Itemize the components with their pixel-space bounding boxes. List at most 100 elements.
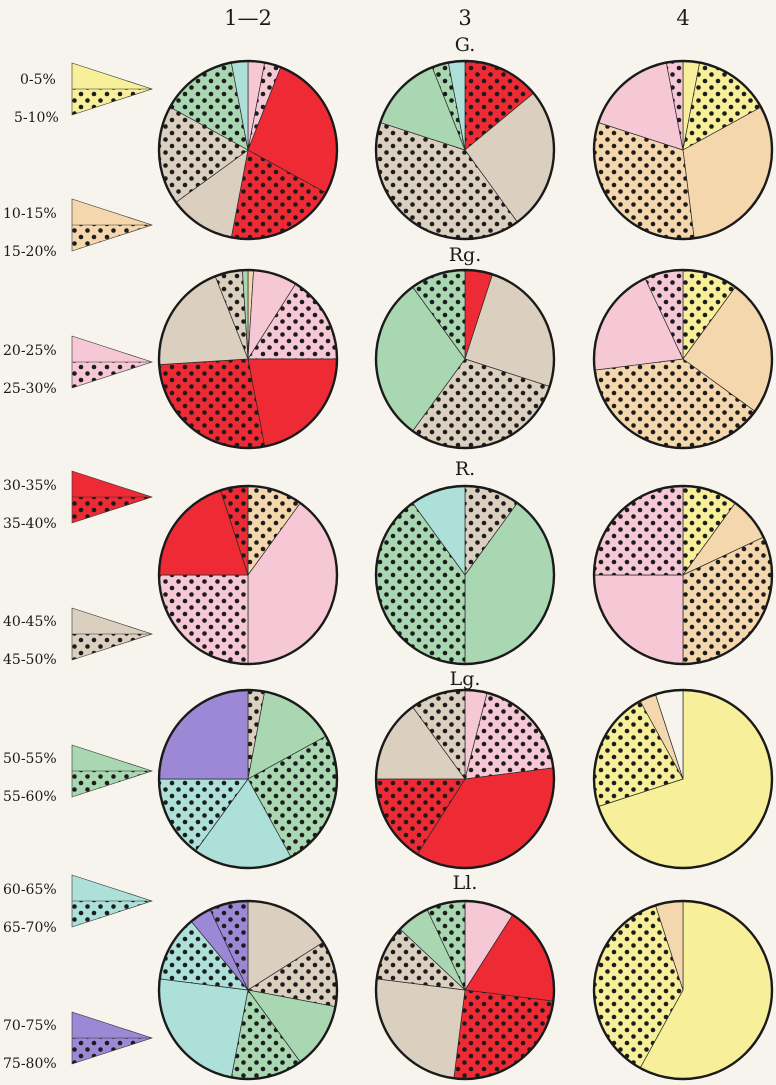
legend-label: 5-10% (14, 110, 59, 126)
pie-slice-dots (248, 62, 281, 150)
legend-label: 25-30% (3, 381, 57, 397)
pie-rim (592, 688, 774, 870)
legend-label: 15-20% (3, 244, 57, 260)
pie-ll-4 (592, 899, 774, 1081)
legend-label: 50-55% (3, 751, 57, 767)
pie-slice (158, 689, 249, 780)
pie-rim (157, 484, 339, 666)
pie-slice-dots (248, 283, 337, 359)
legend-wedge-outline (71, 744, 153, 798)
row-label-g: G. (454, 34, 476, 56)
pie-rim (374, 268, 556, 450)
legend-label: 55-60% (3, 789, 57, 805)
pie-g-3 (374, 59, 556, 241)
pie-slice-dots (465, 486, 518, 575)
pie-slice-dots (376, 122, 518, 239)
pie-rim (374, 484, 556, 666)
pie-g-12 (157, 59, 339, 241)
pie-rim (374, 59, 556, 241)
pie-lg-3 (374, 688, 556, 870)
pie-slice-dots (465, 61, 534, 150)
legend-label: 20-25% (3, 343, 57, 359)
pie-slice-dots (645, 270, 683, 359)
pie-slice-dots (220, 486, 248, 575)
pie-slice-dots (594, 486, 683, 575)
pie-r-3 (374, 484, 556, 666)
legend-label: 10-15% (3, 206, 57, 222)
column-header-4: 4 (676, 6, 690, 30)
pie-slice-dots (159, 575, 248, 664)
pie-slice (593, 574, 684, 665)
legend-wedge (71, 198, 153, 252)
pie-rim (157, 59, 339, 241)
legend-wedge-outline (71, 470, 153, 524)
pie-slice-dots (210, 901, 248, 990)
pie-slice-dots (432, 62, 465, 150)
pie-slice-dots (159, 921, 248, 990)
pie-slice (375, 978, 466, 1079)
pie-slice-dots (594, 359, 755, 448)
row-label-lg: Lg. (449, 668, 481, 690)
legend-wedge (71, 744, 153, 798)
pie-slice-dots (453, 990, 554, 1080)
column-header-1-2: 1—2 (224, 6, 272, 30)
pie-slice-dots (159, 107, 248, 203)
pie-ll-3 (374, 899, 556, 1081)
pie-slice-dots (412, 690, 465, 779)
pie-slice-dots (376, 503, 465, 664)
legend-label: 40-45% (3, 614, 57, 630)
pie-slice-dots (248, 942, 337, 1007)
legend-label: 70-75% (3, 1018, 57, 1034)
legend-wedge-outline (71, 1011, 153, 1065)
legend-label: 45-50% (3, 652, 57, 668)
pie-rim (157, 688, 339, 870)
pie-g-4 (592, 59, 774, 241)
legend-wedge (71, 874, 153, 928)
pie-lg-4 (592, 688, 774, 870)
pie-rim (592, 484, 774, 666)
legend-wedge-outline (71, 198, 153, 252)
pie-rg-12 (157, 268, 339, 450)
pie-slice-dots (465, 692, 554, 779)
legend-label: 65-70% (3, 920, 57, 936)
pie-rg-4 (592, 268, 774, 450)
pie-slice-dots (594, 701, 683, 807)
row-label-r: R. (454, 458, 476, 480)
legend-wedge-outline (71, 335, 153, 389)
legend-wedge (71, 470, 153, 524)
legend-wedge (71, 62, 153, 116)
legend-wedge-outline (71, 874, 153, 928)
pie-slice-dots (427, 901, 465, 990)
pie-rim (592, 59, 774, 241)
pie-slice-dots (215, 270, 248, 359)
legend-wedge-outline (71, 62, 153, 116)
pie-slice-dots (412, 359, 550, 448)
pie-rim (157, 899, 339, 1081)
legend-wedge (71, 607, 153, 661)
pie-rim (157, 268, 339, 450)
legend-label: 30-35% (3, 478, 57, 494)
pie-slice-dots (683, 270, 736, 359)
pie-slice-dots (159, 779, 248, 851)
pie-rim (592, 268, 774, 450)
pie-slice-dots (412, 270, 465, 359)
row-label-rg: Rg. (448, 244, 482, 266)
pie-slice-dots (248, 486, 301, 575)
pie-rim (374, 899, 556, 1081)
pie-rim (592, 899, 774, 1081)
pie-slice-dots (376, 929, 465, 990)
legend-wedge (71, 1011, 153, 1065)
legend-label: 0-5% (20, 72, 56, 88)
pie-slice-dots (248, 736, 338, 857)
pie-slice-dots (594, 905, 683, 1068)
pie-rim (374, 688, 556, 870)
pie-r-4 (592, 484, 774, 666)
pie-slice-dots (159, 359, 265, 448)
pie-rg-3 (374, 268, 556, 450)
pie-slice-dots (376, 779, 465, 855)
legend-label: 60-65% (3, 882, 57, 898)
column-header-3: 3 (458, 6, 472, 30)
legend-label: 75-80% (3, 1056, 57, 1072)
pie-slice-dots (231, 990, 301, 1079)
